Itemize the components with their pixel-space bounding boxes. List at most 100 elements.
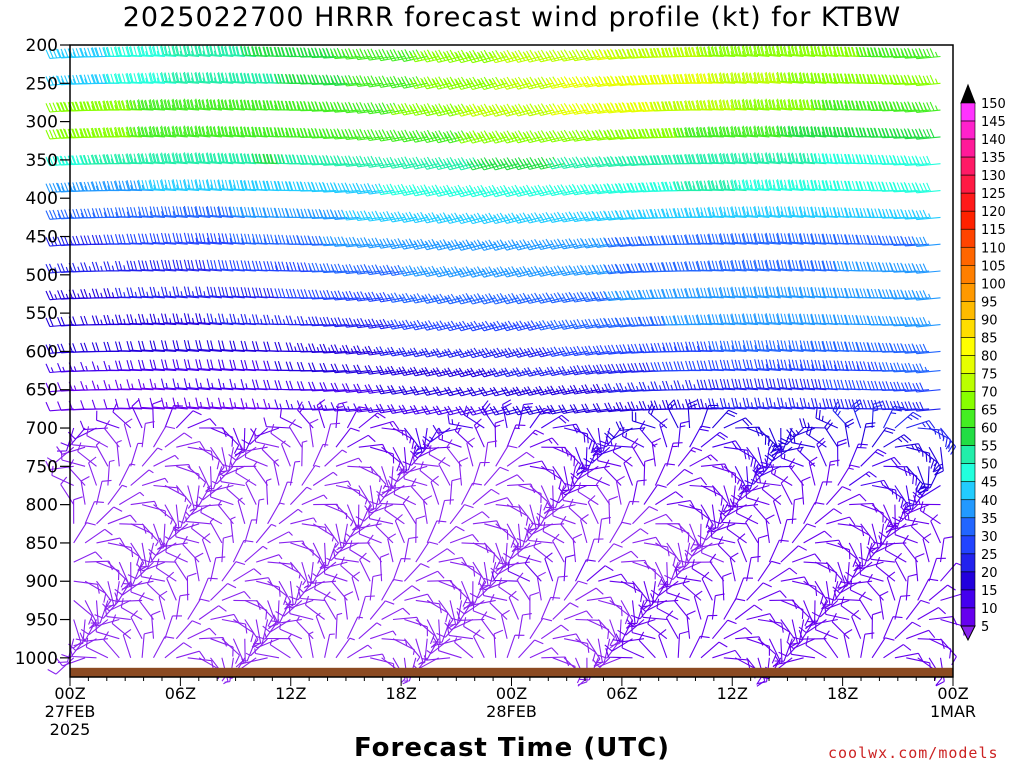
- wind-barb: [341, 182, 371, 194]
- wind-barb: [141, 542, 166, 563]
- wind-barb: [878, 181, 907, 192]
- wind-barb: [387, 211, 416, 223]
- wind-barb: [122, 628, 132, 658]
- x-axis-title: Forecast Time (UTC): [353, 733, 671, 763]
- wind-barb: [289, 561, 307, 586]
- wind-barb: [218, 465, 246, 477]
- wind-barb: [623, 456, 634, 486]
- wind-barb: [244, 599, 268, 620]
- wind-barb: [524, 523, 553, 535]
- wind-barb: [666, 399, 679, 429]
- wind-barb: [615, 316, 645, 328]
- colorbar-segment: [960, 427, 976, 446]
- wind-barb: [854, 560, 884, 570]
- wind-barb: [183, 313, 211, 326]
- wind-barb: [166, 571, 177, 601]
- wind-barbs-layer: [45, 45, 970, 687]
- wind-barb: [604, 155, 633, 168]
- wind-barb: [578, 446, 599, 470]
- wind-barb: [814, 481, 833, 505]
- wind-barb: [126, 340, 154, 352]
- wind-barb: [523, 212, 553, 224]
- wind-barb: [489, 184, 519, 198]
- wind-barb: [867, 361, 895, 372]
- wind-barb: [742, 286, 770, 299]
- wind-barb: [217, 286, 245, 299]
- colorbar-segment: [960, 571, 976, 591]
- wind-barb: [229, 378, 257, 391]
- wind-barb: [508, 590, 520, 620]
- wind-barb: [735, 636, 764, 646]
- wind-barb: [244, 545, 268, 563]
- wind-barb: [136, 561, 166, 572]
- wind-barb: [389, 465, 417, 483]
- wind-barb: [296, 400, 325, 410]
- wind-barb: [229, 206, 257, 218]
- wind-barb: [186, 572, 197, 601]
- wind-barb: [789, 644, 816, 659]
- wind-barb: [803, 502, 825, 525]
- wind-barb: [296, 181, 325, 192]
- y-tick-label: 750: [26, 457, 58, 477]
- wind-barb: [296, 342, 325, 353]
- wind-barb: [799, 45, 827, 58]
- wind-barb: [612, 442, 633, 467]
- wind-barb: [369, 485, 394, 506]
- wind-barb: [753, 497, 770, 525]
- wind-barb: [85, 560, 113, 571]
- wind-barb: [656, 598, 679, 620]
- wind-barb: [206, 205, 234, 218]
- wind-barb: [183, 259, 211, 272]
- wind-barb: [175, 410, 202, 429]
- wind-barb: [174, 527, 200, 544]
- wind-barb: [552, 533, 565, 563]
- wind-barb: [789, 433, 816, 448]
- wind-barb: [640, 607, 667, 621]
- wind-barb: [138, 592, 154, 620]
- wind-barb: [449, 504, 474, 525]
- wind-barb: [900, 343, 930, 354]
- wind-barb: [647, 403, 668, 429]
- wind-barb: [799, 98, 827, 111]
- wind-barb: [195, 378, 222, 391]
- wind-barb: [696, 126, 724, 138]
- wind-barb: [415, 515, 426, 543]
- wind-barb: [776, 397, 804, 410]
- wind-barb: [754, 286, 781, 299]
- wind-barb: [56, 657, 86, 667]
- wind-barb: [792, 553, 822, 563]
- wind-barb: [608, 495, 618, 524]
- wind-barb: [270, 423, 291, 448]
- wind-barb: [255, 619, 280, 640]
- wind-barb: [449, 533, 479, 544]
- wind-barb: [444, 348, 474, 358]
- wind-barb: [687, 399, 698, 429]
- wind-barb: [799, 72, 827, 84]
- wind-barb: [353, 183, 382, 195]
- y-tick-label: 800: [26, 496, 58, 516]
- wind-barb: [103, 631, 120, 659]
- x-tick-label: 00Z: [496, 684, 527, 703]
- wind-barb: [333, 542, 360, 554]
- wind-barb: [535, 238, 565, 251]
- wind-barb: [461, 482, 482, 505]
- wind-barb: [358, 653, 386, 660]
- wind-barb: [432, 367, 462, 377]
- wind-barb: [296, 316, 325, 326]
- y-tick-label: 950: [26, 611, 58, 631]
- wind-barb: [912, 363, 941, 374]
- wind-barb: [264, 633, 291, 640]
- wind-barb: [563, 446, 582, 474]
- colorbar-label: 120: [981, 205, 1006, 220]
- wind-barb: [315, 612, 326, 639]
- wind-barb: [912, 485, 941, 499]
- wind-barb: [267, 531, 293, 544]
- wind-barb: [454, 421, 474, 448]
- wind-barb: [701, 571, 713, 601]
- wind-barb: [776, 378, 804, 391]
- wind-barb: [473, 629, 485, 659]
- wind-barb: [319, 343, 348, 354]
- wind-barb: [810, 179, 838, 192]
- credit-link[interactable]: coolwx.com/models: [828, 744, 999, 762]
- wind-barb: [164, 405, 184, 429]
